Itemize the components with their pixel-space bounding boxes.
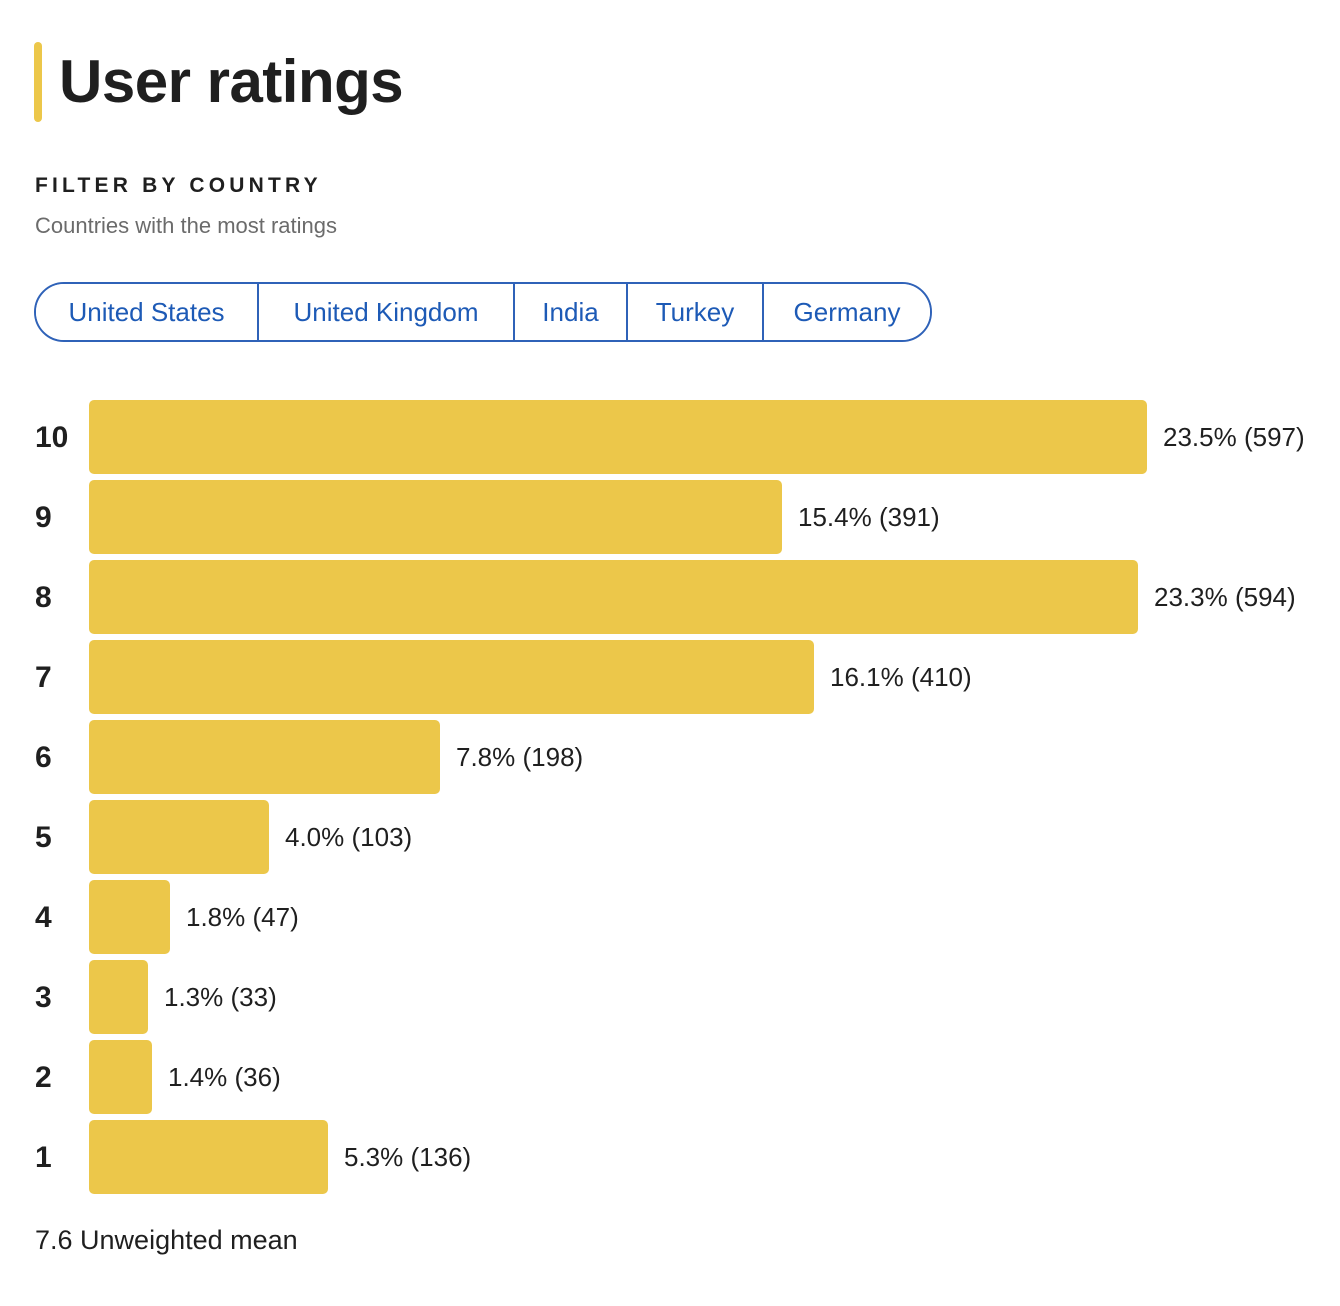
rating-label: 9 xyxy=(35,501,52,534)
rating-value-label: 15.4% (391) xyxy=(798,502,940,532)
country-chip-germany[interactable]: Germany xyxy=(764,284,930,340)
section-header: User ratings xyxy=(34,42,404,122)
rating-bar xyxy=(89,560,1138,634)
country-chip-turkey[interactable]: Turkey xyxy=(628,284,764,340)
rating-bar xyxy=(89,400,1147,474)
rating-value-label: 1.8% (47) xyxy=(186,902,299,932)
rating-label: 8 xyxy=(35,581,52,614)
rating-label: 5 xyxy=(35,821,52,854)
page-title: User ratings xyxy=(59,48,404,115)
rating-label: 1 xyxy=(35,1141,52,1174)
rating-bar xyxy=(89,800,269,874)
filter-heading: FILTER BY COUNTRY xyxy=(35,174,322,197)
country-chip-united-kingdom[interactable]: United Kingdom xyxy=(259,284,515,340)
header-accent-bar xyxy=(34,42,42,122)
rating-label: 3 xyxy=(35,981,52,1014)
rating-bar xyxy=(89,1040,152,1114)
rating-bar xyxy=(89,880,170,954)
rating-label: 4 xyxy=(35,901,52,934)
rating-bar xyxy=(89,1120,328,1194)
unweighted-mean: 7.6 Unweighted mean xyxy=(35,1225,298,1255)
rating-bar xyxy=(89,960,148,1034)
rating-value-label: 23.3% (594) xyxy=(1154,582,1296,612)
rating-bar xyxy=(89,720,440,794)
rating-label: 7 xyxy=(35,661,52,694)
rating-bar xyxy=(89,640,814,714)
country-chip-united-states[interactable]: United States xyxy=(36,284,259,340)
ratings-bar-chart: 10 23.5% (597) 9 15.4% (391) 8 23.3% (594) 7 16… xyxy=(0,400,1340,1200)
rating-value-label: 4.0% (103) xyxy=(285,822,413,852)
rating-value-label: 1.4% (36) xyxy=(168,1062,281,1092)
rating-value-label: 7.8% (198) xyxy=(456,742,584,772)
rating-value-label: 23.5% (597) xyxy=(1163,422,1305,452)
rating-bar xyxy=(89,480,782,554)
country-chip-india[interactable]: India xyxy=(515,284,628,340)
filter-subtitle: Countries with the most ratings xyxy=(35,213,338,238)
rating-value-label: 5.3% (136) xyxy=(344,1142,472,1172)
rating-value-label: 1.3% (33) xyxy=(164,982,277,1012)
rating-label: 2 xyxy=(35,1061,52,1094)
country-filter-group: United States United Kingdom India Turke… xyxy=(34,282,932,342)
rating-label: 6 xyxy=(35,741,52,774)
rating-value-label: 16.1% (410) xyxy=(830,662,972,692)
rating-label: 10 xyxy=(35,421,69,454)
